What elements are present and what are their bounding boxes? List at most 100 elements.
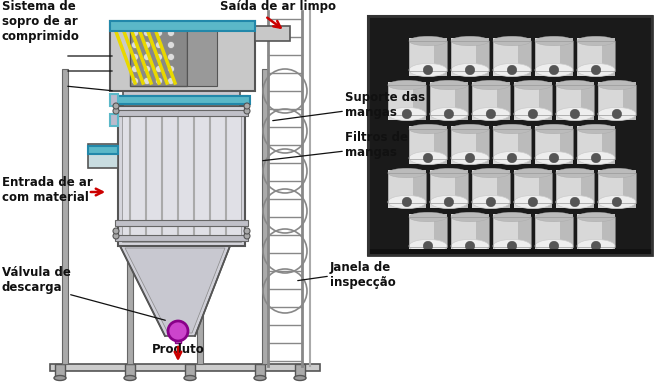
Polygon shape [434, 38, 447, 76]
Ellipse shape [430, 195, 468, 209]
Circle shape [402, 109, 412, 119]
Polygon shape [455, 82, 468, 120]
Polygon shape [413, 170, 426, 208]
Polygon shape [602, 126, 615, 164]
Ellipse shape [451, 239, 489, 253]
Ellipse shape [54, 376, 66, 381]
Circle shape [132, 42, 138, 49]
Polygon shape [125, 248, 225, 333]
Circle shape [113, 228, 119, 234]
Polygon shape [538, 82, 552, 120]
Bar [451, 129, 489, 159]
Bar [262, 69, 268, 364]
Bar [535, 217, 573, 247]
Circle shape [132, 29, 138, 37]
Text: Suporte das
mangas: Suporte das mangas [345, 91, 425, 119]
Ellipse shape [493, 239, 531, 253]
Circle shape [167, 66, 175, 73]
Circle shape [113, 233, 119, 239]
Polygon shape [559, 38, 573, 76]
Bar [368, 249, 652, 255]
Ellipse shape [598, 195, 636, 209]
Bar [514, 82, 552, 120]
Circle shape [156, 78, 163, 85]
Circle shape [423, 153, 433, 163]
Bar [409, 214, 447, 252]
Ellipse shape [598, 80, 636, 90]
Bar [598, 82, 636, 120]
Bar [472, 173, 510, 203]
Polygon shape [476, 214, 489, 252]
Polygon shape [497, 82, 510, 120]
Polygon shape [434, 214, 447, 252]
Polygon shape [623, 82, 636, 120]
Bar [472, 85, 510, 115]
Bar [493, 41, 531, 71]
Ellipse shape [535, 239, 573, 253]
Bar [115, 235, 248, 241]
Circle shape [156, 54, 163, 61]
Ellipse shape [451, 212, 489, 222]
Polygon shape [434, 126, 447, 164]
Text: Filtros de
mangas: Filtros de mangas [345, 131, 408, 159]
Circle shape [144, 54, 150, 61]
Circle shape [444, 109, 453, 119]
Circle shape [612, 197, 621, 207]
Ellipse shape [409, 124, 447, 134]
Bar [556, 85, 594, 115]
Ellipse shape [430, 107, 468, 121]
Bar [493, 129, 531, 159]
Bar [514, 85, 552, 115]
Bar [123, 91, 240, 106]
Bar [130, 26, 187, 86]
Ellipse shape [409, 239, 447, 253]
Bar [88, 144, 118, 168]
Bar [493, 217, 531, 247]
Ellipse shape [556, 168, 594, 178]
Ellipse shape [472, 107, 510, 121]
Ellipse shape [598, 107, 636, 121]
Bar [115, 110, 248, 116]
Bar [55, 364, 65, 378]
Polygon shape [538, 170, 552, 208]
Bar [125, 364, 135, 378]
Bar [127, 69, 133, 364]
Circle shape [244, 103, 250, 109]
Polygon shape [602, 38, 615, 76]
Bar [430, 85, 468, 115]
Ellipse shape [124, 376, 136, 381]
Ellipse shape [514, 80, 552, 90]
Bar [598, 170, 636, 208]
Bar [598, 173, 636, 203]
Circle shape [144, 78, 150, 85]
Bar [388, 82, 426, 120]
Ellipse shape [556, 80, 594, 90]
Bar [472, 170, 510, 208]
Polygon shape [50, 364, 320, 371]
Bar [577, 38, 615, 76]
Ellipse shape [430, 168, 468, 178]
Bar [368, 16, 652, 255]
Polygon shape [255, 26, 290, 41]
Ellipse shape [409, 212, 447, 222]
Circle shape [144, 42, 150, 49]
Ellipse shape [184, 376, 196, 381]
Bar [535, 129, 573, 159]
Bar [577, 129, 615, 159]
Ellipse shape [556, 107, 594, 121]
Circle shape [132, 66, 138, 73]
Circle shape [507, 153, 517, 163]
Ellipse shape [598, 168, 636, 178]
Circle shape [167, 78, 175, 85]
Bar [535, 126, 573, 164]
Bar [409, 126, 447, 164]
Text: Saída de ar limpo: Saída de ar limpo [220, 0, 336, 13]
Circle shape [486, 197, 496, 207]
Ellipse shape [535, 151, 573, 165]
Ellipse shape [577, 36, 615, 46]
Bar [118, 106, 245, 246]
Polygon shape [497, 170, 510, 208]
Circle shape [465, 153, 474, 163]
Ellipse shape [556, 195, 594, 209]
Ellipse shape [294, 376, 306, 381]
